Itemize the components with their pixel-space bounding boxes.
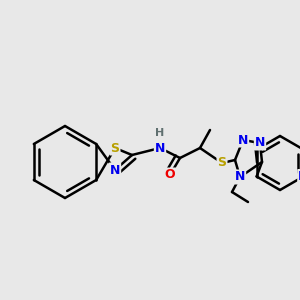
Text: N: N bbox=[155, 142, 165, 154]
Text: N: N bbox=[298, 170, 300, 183]
Text: S: S bbox=[218, 157, 226, 169]
Text: H: H bbox=[155, 128, 165, 138]
Text: N: N bbox=[255, 136, 265, 149]
Text: N: N bbox=[110, 164, 120, 176]
Text: O: O bbox=[165, 169, 175, 182]
Text: S: S bbox=[110, 142, 119, 154]
Text: N: N bbox=[238, 134, 248, 146]
Text: N: N bbox=[235, 170, 245, 184]
